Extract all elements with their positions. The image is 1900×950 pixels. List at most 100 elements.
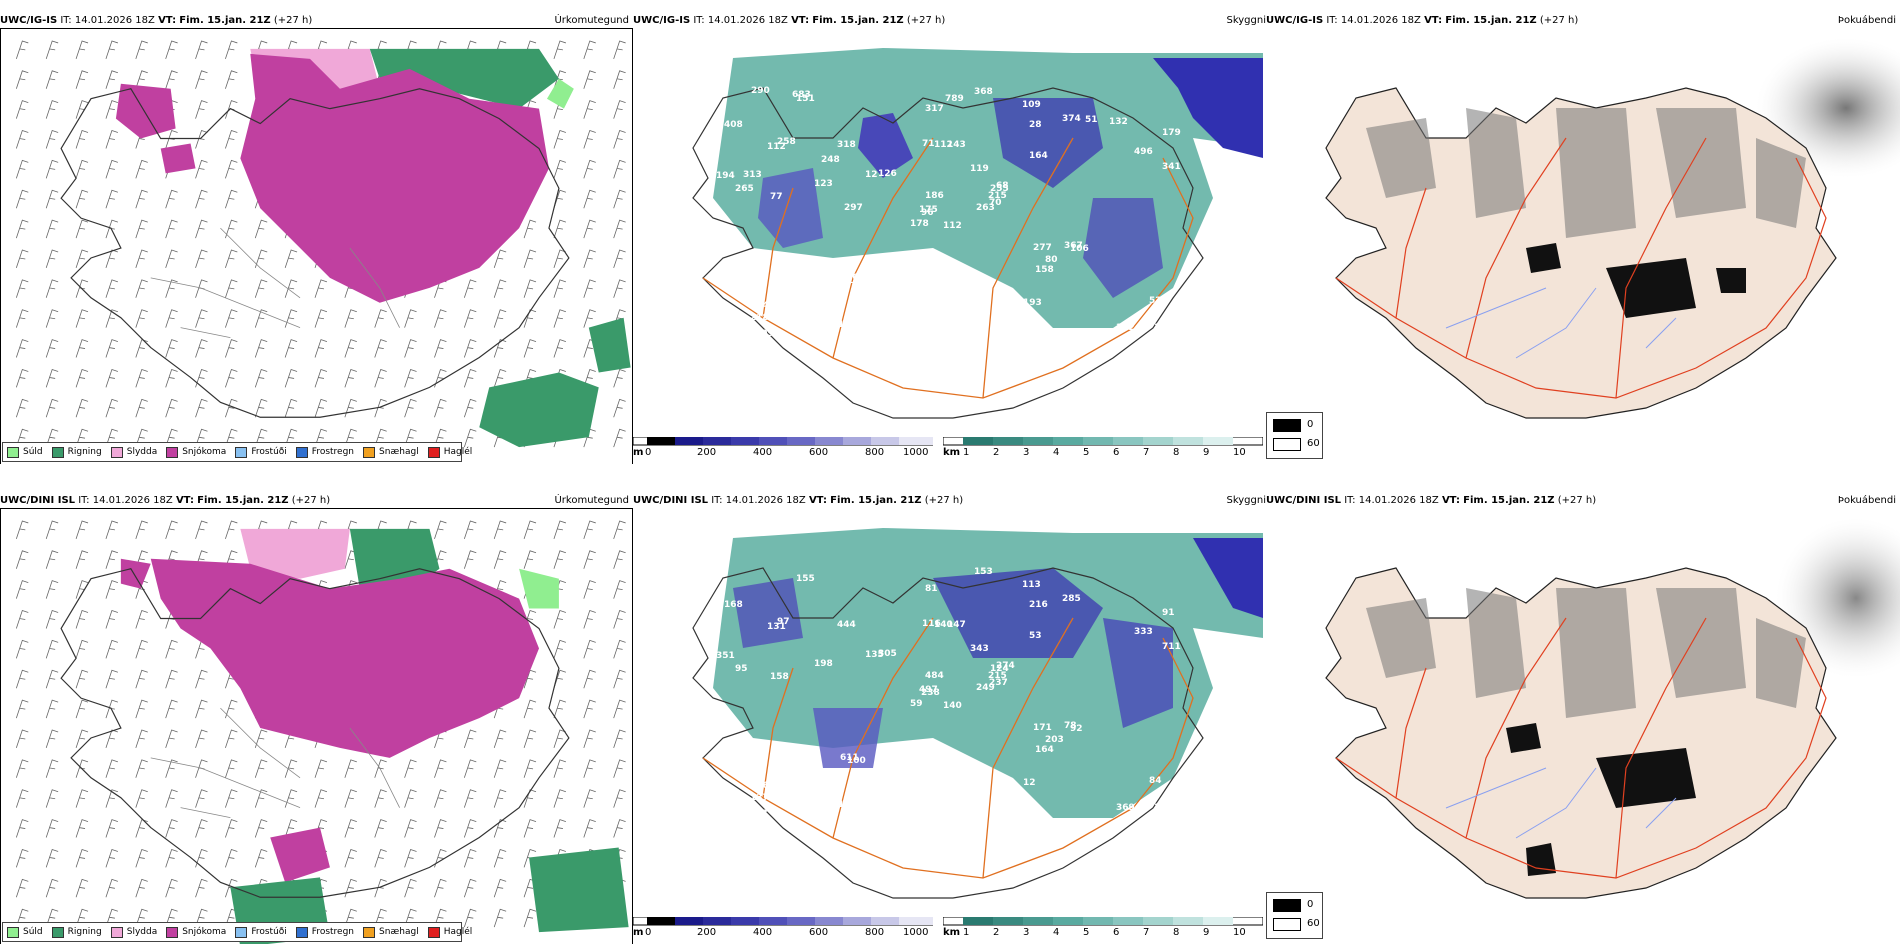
visibility-colorbar: km 1 2 3 4 5 6 7 8 9 10 [943, 437, 1263, 462]
wind-barb [225, 759, 238, 778]
legend-label: Frostregn [311, 927, 355, 937]
wind-barb [165, 309, 178, 328]
cloud-base-label: 497 [919, 685, 938, 695]
wind-barb [45, 428, 59, 448]
snow-area-nw [160, 143, 196, 174]
wind-barb [583, 759, 596, 778]
cloud-base-label: 317 [925, 104, 944, 114]
rain-area-se [529, 847, 629, 933]
cloud-base-label: 277 [1033, 243, 1052, 253]
fog-legend-value-0: 0 [1307, 419, 1314, 430]
wind-barb [344, 339, 357, 358]
wind-barb [404, 398, 417, 418]
snow-area-south [270, 827, 330, 883]
wind-barb [463, 428, 477, 448]
wind-barb [374, 368, 387, 388]
legend-item: Rigning [51, 446, 102, 458]
wind-barb [493, 279, 507, 298]
wind-barb [135, 189, 148, 209]
cloud-base-label: 80 [1045, 255, 1058, 265]
cloud-base-label: 140 [934, 620, 953, 630]
wind-barb [225, 70, 238, 89]
cloud-base-label: 249 [976, 683, 995, 693]
wind-barb [613, 130, 626, 149]
wind-barb [523, 729, 537, 749]
wind-barb [463, 550, 477, 569]
wind-barb [75, 309, 89, 328]
wind-barb [135, 759, 148, 778]
wind-barb [254, 219, 268, 239]
wind-barb [195, 100, 208, 119]
wind-barb [15, 130, 29, 149]
legend-label: Haglél [443, 927, 473, 937]
cloud-base-label: 248 [821, 155, 840, 165]
wind-barb [195, 759, 208, 778]
wind-barb [165, 520, 178, 539]
wind-barb [553, 759, 567, 778]
wind-barb [195, 279, 208, 298]
cloud-labels-row1: 112 112 96 624 255 194 109 143 28 263 151 128 77 179 1… [716, 86, 1181, 339]
cloud-base-label: 179 [1162, 128, 1181, 138]
wind-barb [195, 40, 208, 59]
wind-barb [105, 189, 119, 209]
wind-barb [553, 159, 567, 179]
cloud-base-label: 112 [943, 221, 962, 231]
wind-barb [613, 669, 626, 689]
wind-barb [254, 339, 268, 358]
cloud-base-label: 526 [750, 781, 769, 791]
wind-barb [75, 428, 89, 448]
wind-barb [374, 339, 387, 358]
snow-area-main [240, 53, 549, 303]
iceland-outline [692, 567, 1204, 899]
precip-legend: Súld Rigning Slydda Snjókoma Frostúði Frostre… [2, 442, 472, 462]
wind-barbs [15, 520, 626, 928]
wind-barb [284, 819, 298, 838]
wind-barb [105, 249, 119, 269]
legend-item: Rigning [51, 926, 102, 938]
wind-barb [105, 610, 119, 629]
height-colorbar: m 0 200 400 600 800 1000 [633, 917, 933, 942]
cloud-panel-row2: UWC/DINI ISL IT: 14.01.2026 18Z VT: Fim.… [633, 494, 1266, 944]
wind-barb [374, 908, 387, 928]
wind-barb [45, 249, 59, 269]
cloud-base-label: 132 [1109, 117, 1128, 127]
cloud-base-label: 77 [770, 192, 783, 202]
wind-barb [493, 848, 507, 868]
wind-barb [344, 428, 357, 448]
wind-barb [613, 639, 626, 659]
cloud-base-label: 147 [965, 289, 984, 299]
wind-barb [135, 819, 148, 838]
legend-swatch [51, 926, 64, 938]
wind-barb [284, 368, 298, 388]
cloud-base-label: 177 [919, 291, 938, 301]
precip-map [0, 28, 633, 464]
cloud-base-label: 186 [925, 191, 944, 201]
cloud-base-label: 155 [838, 320, 857, 330]
cloud-base-label: 95 [735, 664, 748, 674]
sleet-area [240, 528, 350, 579]
cloud-base-label: 137 [750, 793, 769, 803]
wind-barb [553, 610, 567, 629]
fog-legend-light-swatch [1273, 438, 1301, 451]
wind-barb [225, 130, 238, 149]
wind-barb [15, 368, 29, 388]
wind-barb [45, 699, 59, 719]
wind-barb [135, 908, 148, 928]
wind-barb [254, 279, 268, 298]
legend-item: Súld [7, 446, 43, 458]
cloud-base-label: 100 [847, 756, 866, 766]
cloud-base-label: 77 [927, 299, 940, 309]
wind-barb [45, 759, 59, 778]
wind-barb [284, 339, 298, 358]
wind-barb [254, 398, 268, 418]
wind-barb [463, 520, 477, 539]
cloud-base-label: 94 [793, 807, 806, 817]
wind-barb [583, 130, 596, 149]
wind-barb [75, 219, 89, 239]
cloud-base-label: 171 [1033, 723, 1052, 733]
wind-barb [135, 249, 148, 269]
wind-barb [583, 40, 596, 59]
wind-barb [284, 279, 298, 298]
cloud-base-label: 444 [837, 620, 856, 630]
wind-barb [583, 669, 596, 689]
